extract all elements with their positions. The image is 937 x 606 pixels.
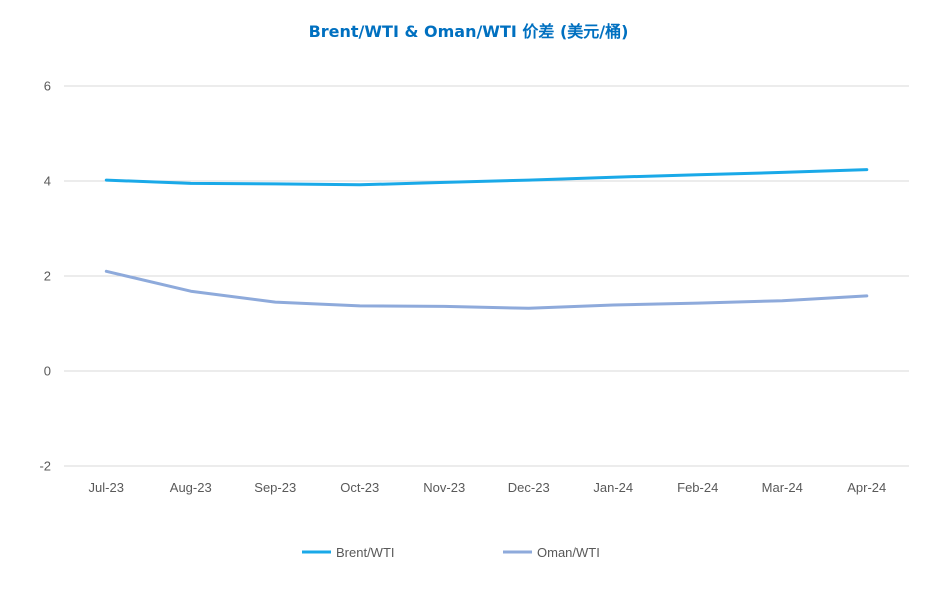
legend-label: Brent/WTI (336, 545, 395, 560)
x-tick-label: Apr-24 (847, 480, 886, 495)
y-tick-label: 4 (44, 174, 51, 189)
x-tick-label: Jul-23 (89, 480, 124, 495)
x-axis: Jul-23 Aug-23 Sep-23 Oct-23 Nov-23 Dec-23 Jan-… (89, 480, 887, 495)
y-tick-label: 6 (44, 79, 51, 94)
series-line-oman-wti (104, 269, 869, 310)
x-tick-label: Mar-24 (762, 480, 803, 495)
y-axis: -2 0 2 4 6 (39, 79, 51, 474)
gridlines (64, 85, 909, 467)
y-tick-label: -2 (39, 459, 51, 474)
legend: Brent/WTI Oman/WTI (302, 545, 600, 560)
series-lines (104, 168, 869, 310)
y-tick-label: 0 (44, 364, 51, 379)
y-tick-label: 2 (44, 269, 51, 284)
series-line-brent-wti (104, 168, 869, 187)
legend-label: Oman/WTI (537, 545, 600, 560)
x-tick-label: Jan-24 (593, 480, 633, 495)
x-tick-label: Nov-23 (423, 480, 465, 495)
chart-title: Brent/WTI & Oman/WTI 价差 (美元/桶) (308, 22, 629, 41)
x-tick-label: Sep-23 (254, 480, 296, 495)
x-tick-label: Feb-24 (677, 480, 718, 495)
x-tick-label: Aug-23 (170, 480, 212, 495)
x-tick-label: Dec-23 (508, 480, 550, 495)
x-tick-label: Oct-23 (340, 480, 379, 495)
